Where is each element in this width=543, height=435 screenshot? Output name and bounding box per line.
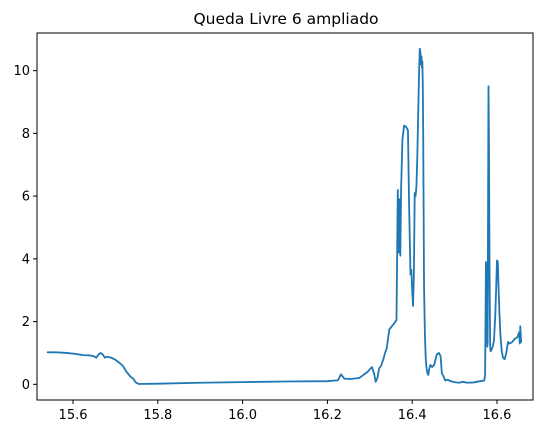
data-series-line-1	[46, 47, 523, 385]
x-tick-label: 15.8	[143, 408, 172, 423]
x-tick-label: 16.4	[398, 408, 427, 423]
chart-title: Queda Livre 6 ampliado	[193, 10, 378, 28]
x-tick-label: 16.0	[228, 408, 257, 423]
y-tick-label: 4	[22, 252, 30, 267]
y-tick-label: 0	[22, 378, 30, 393]
axes: 15.6 15.8 16.0 16.2 16.4 16.6 0 2 4 6 8 10	[13, 32, 534, 423]
y-tick-label: 2	[22, 315, 30, 330]
y-tick-label: 8	[22, 127, 30, 142]
axes-frame	[36, 32, 534, 401]
x-tick-label: 16.2	[313, 408, 342, 423]
plot-area	[46, 47, 523, 385]
y-tick-label: 10	[13, 64, 30, 79]
y-tick-label: 6	[22, 190, 30, 205]
x-tick-label: 15.6	[59, 408, 88, 423]
x-tick-label: 16.6	[482, 408, 511, 423]
